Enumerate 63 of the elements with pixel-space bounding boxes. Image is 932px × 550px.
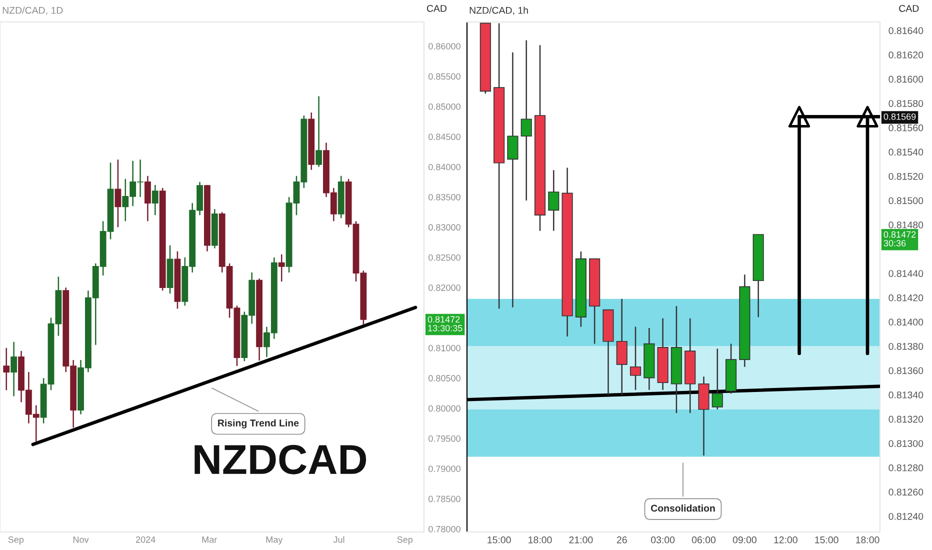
y-tick-label: 0.82000 xyxy=(428,284,460,291)
x-tick-label: May xyxy=(266,536,283,545)
x-tick-label: 12:00 xyxy=(774,536,798,544)
y-tick-label: 0.81640 xyxy=(888,27,924,34)
x-tick-label: Mar xyxy=(202,536,217,543)
y-tick-label: 0.81360 xyxy=(888,367,924,374)
y-tick-label: 0.83500 xyxy=(428,194,460,200)
x-tick-label: 15:00 xyxy=(488,536,511,544)
y-tick-label: 0.86000 xyxy=(428,43,460,50)
y-tick-label: 0.83000 xyxy=(428,224,460,231)
x-tick-label: Jul xyxy=(333,536,344,543)
annotation: NZDCAD xyxy=(194,444,366,474)
y-axis-title: CAD xyxy=(426,4,447,12)
x-tick-label: Sep xyxy=(397,536,413,545)
y-tick-label: 0.82500 xyxy=(428,254,460,261)
y-tick-label: 0.81320 xyxy=(888,416,924,423)
chart-title: NZD/CAD, 1h xyxy=(470,6,528,15)
x-tick-label: 03:00 xyxy=(651,536,675,544)
y-tick-label: 0.81440 xyxy=(888,270,924,277)
y-tick-label: 0.81240 xyxy=(888,512,924,520)
x-tick-label: 21:00 xyxy=(569,536,593,544)
y-tick-label: 0.78500 xyxy=(428,496,460,502)
y-tick-label: 0.85000 xyxy=(428,103,460,110)
y-tick-label: 0.81280 xyxy=(888,464,924,472)
x-tick-label: 18:00 xyxy=(528,536,552,544)
annotation: Consolidation xyxy=(650,504,715,512)
y-tick-label: 0.81420 xyxy=(888,294,924,302)
text: 0.81569 xyxy=(884,113,916,120)
y-tick-label: 0.78000 xyxy=(428,526,460,532)
x-tick-label: 26 xyxy=(616,536,627,544)
x-tick-label: 09:00 xyxy=(732,536,756,544)
y-tick-label: 0.81000 xyxy=(428,344,460,352)
annotation: Rising Trend Line xyxy=(218,419,299,428)
y-tick-label: 0.81260 xyxy=(888,488,924,496)
y-tick-label: 0.85500 xyxy=(428,73,460,80)
y-tick-label: 0.80500 xyxy=(428,375,460,382)
x-tick-label: 15:00 xyxy=(815,536,838,544)
y-tick-label: 0.81380 xyxy=(888,342,924,350)
x-tick-label: 2024 xyxy=(136,536,156,543)
x-tick-label: 18:00 xyxy=(856,536,880,544)
y-tick-label: 0.81560 xyxy=(888,124,924,132)
y-tick-label: 0.84500 xyxy=(428,134,460,140)
chart-title: NZD/CAD, 1D xyxy=(2,6,63,15)
y-tick-label: 0.81340 xyxy=(888,392,924,398)
x-tick-label: Sep xyxy=(8,536,24,545)
y-tick-label: 0.81400 xyxy=(888,318,924,326)
y-tick-label: 0.81500 xyxy=(888,197,924,204)
y-tick-label: 0.79000 xyxy=(428,466,460,472)
y-tick-label: 0.81580 xyxy=(888,100,924,107)
y-tick-label: 0.81620 xyxy=(888,52,924,58)
text: 0.81472 13:30:35 xyxy=(428,316,462,332)
y-tick-label: 0.79500 xyxy=(428,435,460,442)
y-tick-label: 0.81480 xyxy=(888,222,924,228)
text: 0.81472 30:36 xyxy=(884,231,916,246)
y-tick-label: 0.81520 xyxy=(888,172,924,180)
y-tick-label: 0.81600 xyxy=(888,76,924,83)
y-axis-title: CAD xyxy=(899,4,919,12)
y-tick-label: 0.81300 xyxy=(888,440,924,447)
y-tick-label: 0.84000 xyxy=(428,164,460,170)
y-tick-label: 0.80000 xyxy=(428,405,460,412)
x-tick-label: Nov xyxy=(73,536,89,543)
x-tick-label: 06:00 xyxy=(692,536,716,544)
y-tick-label: 0.81540 xyxy=(888,148,924,156)
